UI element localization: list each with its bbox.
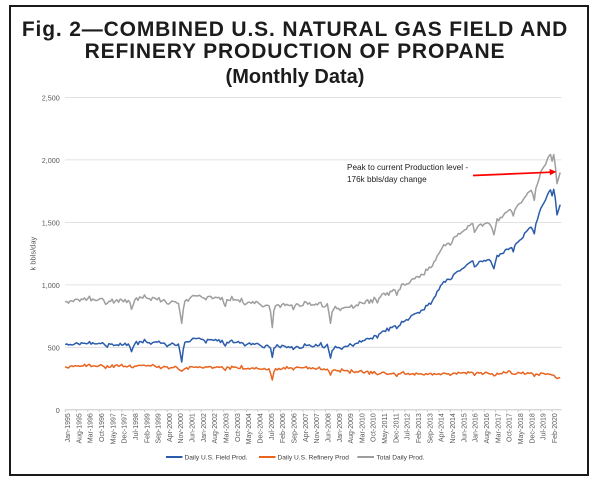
svg-text:Dec-2018: Dec-2018 xyxy=(529,413,536,443)
svg-text:Jul-2005: Jul-2005 xyxy=(269,413,276,440)
svg-text:Apr-2000: Apr-2000 xyxy=(167,413,174,442)
svg-text:Mar-2003: Mar-2003 xyxy=(224,413,231,443)
svg-text:Nov-2007: Nov-2007 xyxy=(314,413,321,443)
svg-text:Jan-2002: Jan-2002 xyxy=(201,413,208,442)
svg-text:Apr-2014: Apr-2014 xyxy=(439,413,446,442)
svg-text:Peak to current Production lev: Peak to current Production level - xyxy=(347,163,468,172)
svg-text:Jun-2008: Jun-2008 xyxy=(325,413,332,442)
svg-text:Jun-2015: Jun-2015 xyxy=(461,413,468,442)
svg-text:k bbls/day: k bbls/day xyxy=(29,236,38,270)
svg-text:Mar-2010: Mar-2010 xyxy=(359,413,366,443)
svg-text:Total Daily Prod.: Total Daily Prod. xyxy=(377,454,425,461)
svg-text:Daily U.S. Field Prod.: Daily U.S. Field Prod. xyxy=(185,454,248,461)
svg-text:Feb-2013: Feb-2013 xyxy=(416,413,423,443)
svg-text:May-1997: May-1997 xyxy=(110,413,117,444)
svg-text:Jul-1998: Jul-1998 xyxy=(133,413,140,440)
svg-text:176k bbls/day change: 176k bbls/day change xyxy=(347,175,427,184)
svg-text:Oct-2003: Oct-2003 xyxy=(235,413,242,442)
svg-text:500: 500 xyxy=(48,344,60,353)
svg-text:May-2004: May-2004 xyxy=(246,413,253,444)
svg-text:Dec-2004: Dec-2004 xyxy=(258,413,265,443)
svg-text:Feb-2020: Feb-2020 xyxy=(552,413,559,443)
svg-text:Oct-2010: Oct-2010 xyxy=(371,413,378,442)
svg-text:May-2011: May-2011 xyxy=(382,413,389,444)
svg-text:Nov-2014: Nov-2014 xyxy=(450,413,457,443)
svg-text:Feb-1999: Feb-1999 xyxy=(144,413,151,443)
svg-text:Dec-1997: Dec-1997 xyxy=(122,413,129,443)
svg-text:Daily U.S. Refinery Prod: Daily U.S. Refinery Prod xyxy=(278,454,350,461)
svg-text:1,000: 1,000 xyxy=(42,281,60,290)
svg-text:Jul-2012: Jul-2012 xyxy=(405,413,412,440)
svg-text:2,000: 2,000 xyxy=(42,156,60,165)
svg-text:Jul-2019: Jul-2019 xyxy=(541,413,548,440)
svg-text:Feb-2006: Feb-2006 xyxy=(280,413,287,443)
svg-text:Sep-2013: Sep-2013 xyxy=(427,413,434,443)
svg-text:Jun-2001: Jun-2001 xyxy=(190,413,197,442)
svg-text:2,500: 2,500 xyxy=(42,94,60,103)
svg-text:Jan-1995: Jan-1995 xyxy=(65,413,72,442)
svg-text:Nov-2000: Nov-2000 xyxy=(178,413,185,443)
svg-text:Jan-2009: Jan-2009 xyxy=(337,413,344,442)
svg-text:Sep-1999: Sep-1999 xyxy=(156,413,163,443)
svg-text:Aug-2002: Aug-2002 xyxy=(212,413,219,443)
svg-text:Aug-2009: Aug-2009 xyxy=(348,413,355,443)
svg-text:May-2018: May-2018 xyxy=(518,413,525,444)
svg-text:Oct-1996: Oct-1996 xyxy=(99,413,106,442)
svg-text:0: 0 xyxy=(56,406,60,415)
svg-text:Dec-2011: Dec-2011 xyxy=(393,413,400,443)
svg-text:Aug-1995: Aug-1995 xyxy=(76,413,83,443)
svg-text:Apr-2007: Apr-2007 xyxy=(303,413,310,442)
svg-text:Aug-2016: Aug-2016 xyxy=(484,413,491,443)
svg-text:Jan-2016: Jan-2016 xyxy=(473,413,480,442)
svg-text:Mar-2017: Mar-2017 xyxy=(495,413,502,443)
svg-text:Sep-2006: Sep-2006 xyxy=(292,413,299,443)
svg-text:1,500: 1,500 xyxy=(42,219,60,228)
svg-text:Oct-2017: Oct-2017 xyxy=(507,413,514,442)
svg-text:Mar-1996: Mar-1996 xyxy=(88,413,95,443)
